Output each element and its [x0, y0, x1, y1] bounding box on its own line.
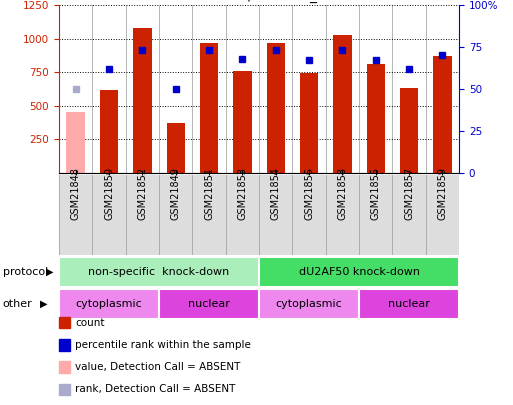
Bar	[159, 289, 259, 319]
Text: nuclear: nuclear	[188, 299, 230, 309]
Text: nuclear: nuclear	[388, 299, 430, 309]
Bar	[300, 73, 318, 173]
Bar	[67, 113, 85, 173]
Bar	[259, 257, 459, 287]
Bar	[267, 43, 285, 173]
Text: percentile rank within the sample: percentile rank within the sample	[75, 340, 251, 350]
Text: other: other	[3, 299, 32, 309]
Bar	[59, 289, 159, 319]
Bar	[133, 28, 151, 173]
Bar	[233, 71, 251, 173]
Text: ▶: ▶	[40, 299, 47, 309]
Title: GDS667 / 142614_at: GDS667 / 142614_at	[187, 0, 331, 2]
Bar	[359, 289, 459, 319]
Bar	[433, 56, 451, 173]
Text: count: count	[75, 318, 105, 328]
Text: ▶: ▶	[46, 267, 54, 277]
Text: rank, Detection Call = ABSENT: rank, Detection Call = ABSENT	[75, 384, 236, 394]
Text: value, Detection Call = ABSENT: value, Detection Call = ABSENT	[75, 362, 241, 372]
Bar	[259, 289, 359, 319]
Bar	[367, 64, 385, 173]
Text: cytoplasmic: cytoplasmic	[75, 299, 143, 309]
Text: non-specific  knock-down: non-specific knock-down	[88, 267, 230, 277]
Bar	[200, 43, 218, 173]
Text: dU2AF50 knock-down: dU2AF50 knock-down	[299, 267, 420, 277]
Text: cytoplasmic: cytoplasmic	[275, 299, 343, 309]
Text: protocol: protocol	[3, 267, 48, 277]
Bar	[400, 88, 418, 173]
Bar	[333, 34, 351, 173]
Bar	[59, 257, 259, 287]
Bar	[167, 123, 185, 173]
Bar	[100, 90, 118, 173]
